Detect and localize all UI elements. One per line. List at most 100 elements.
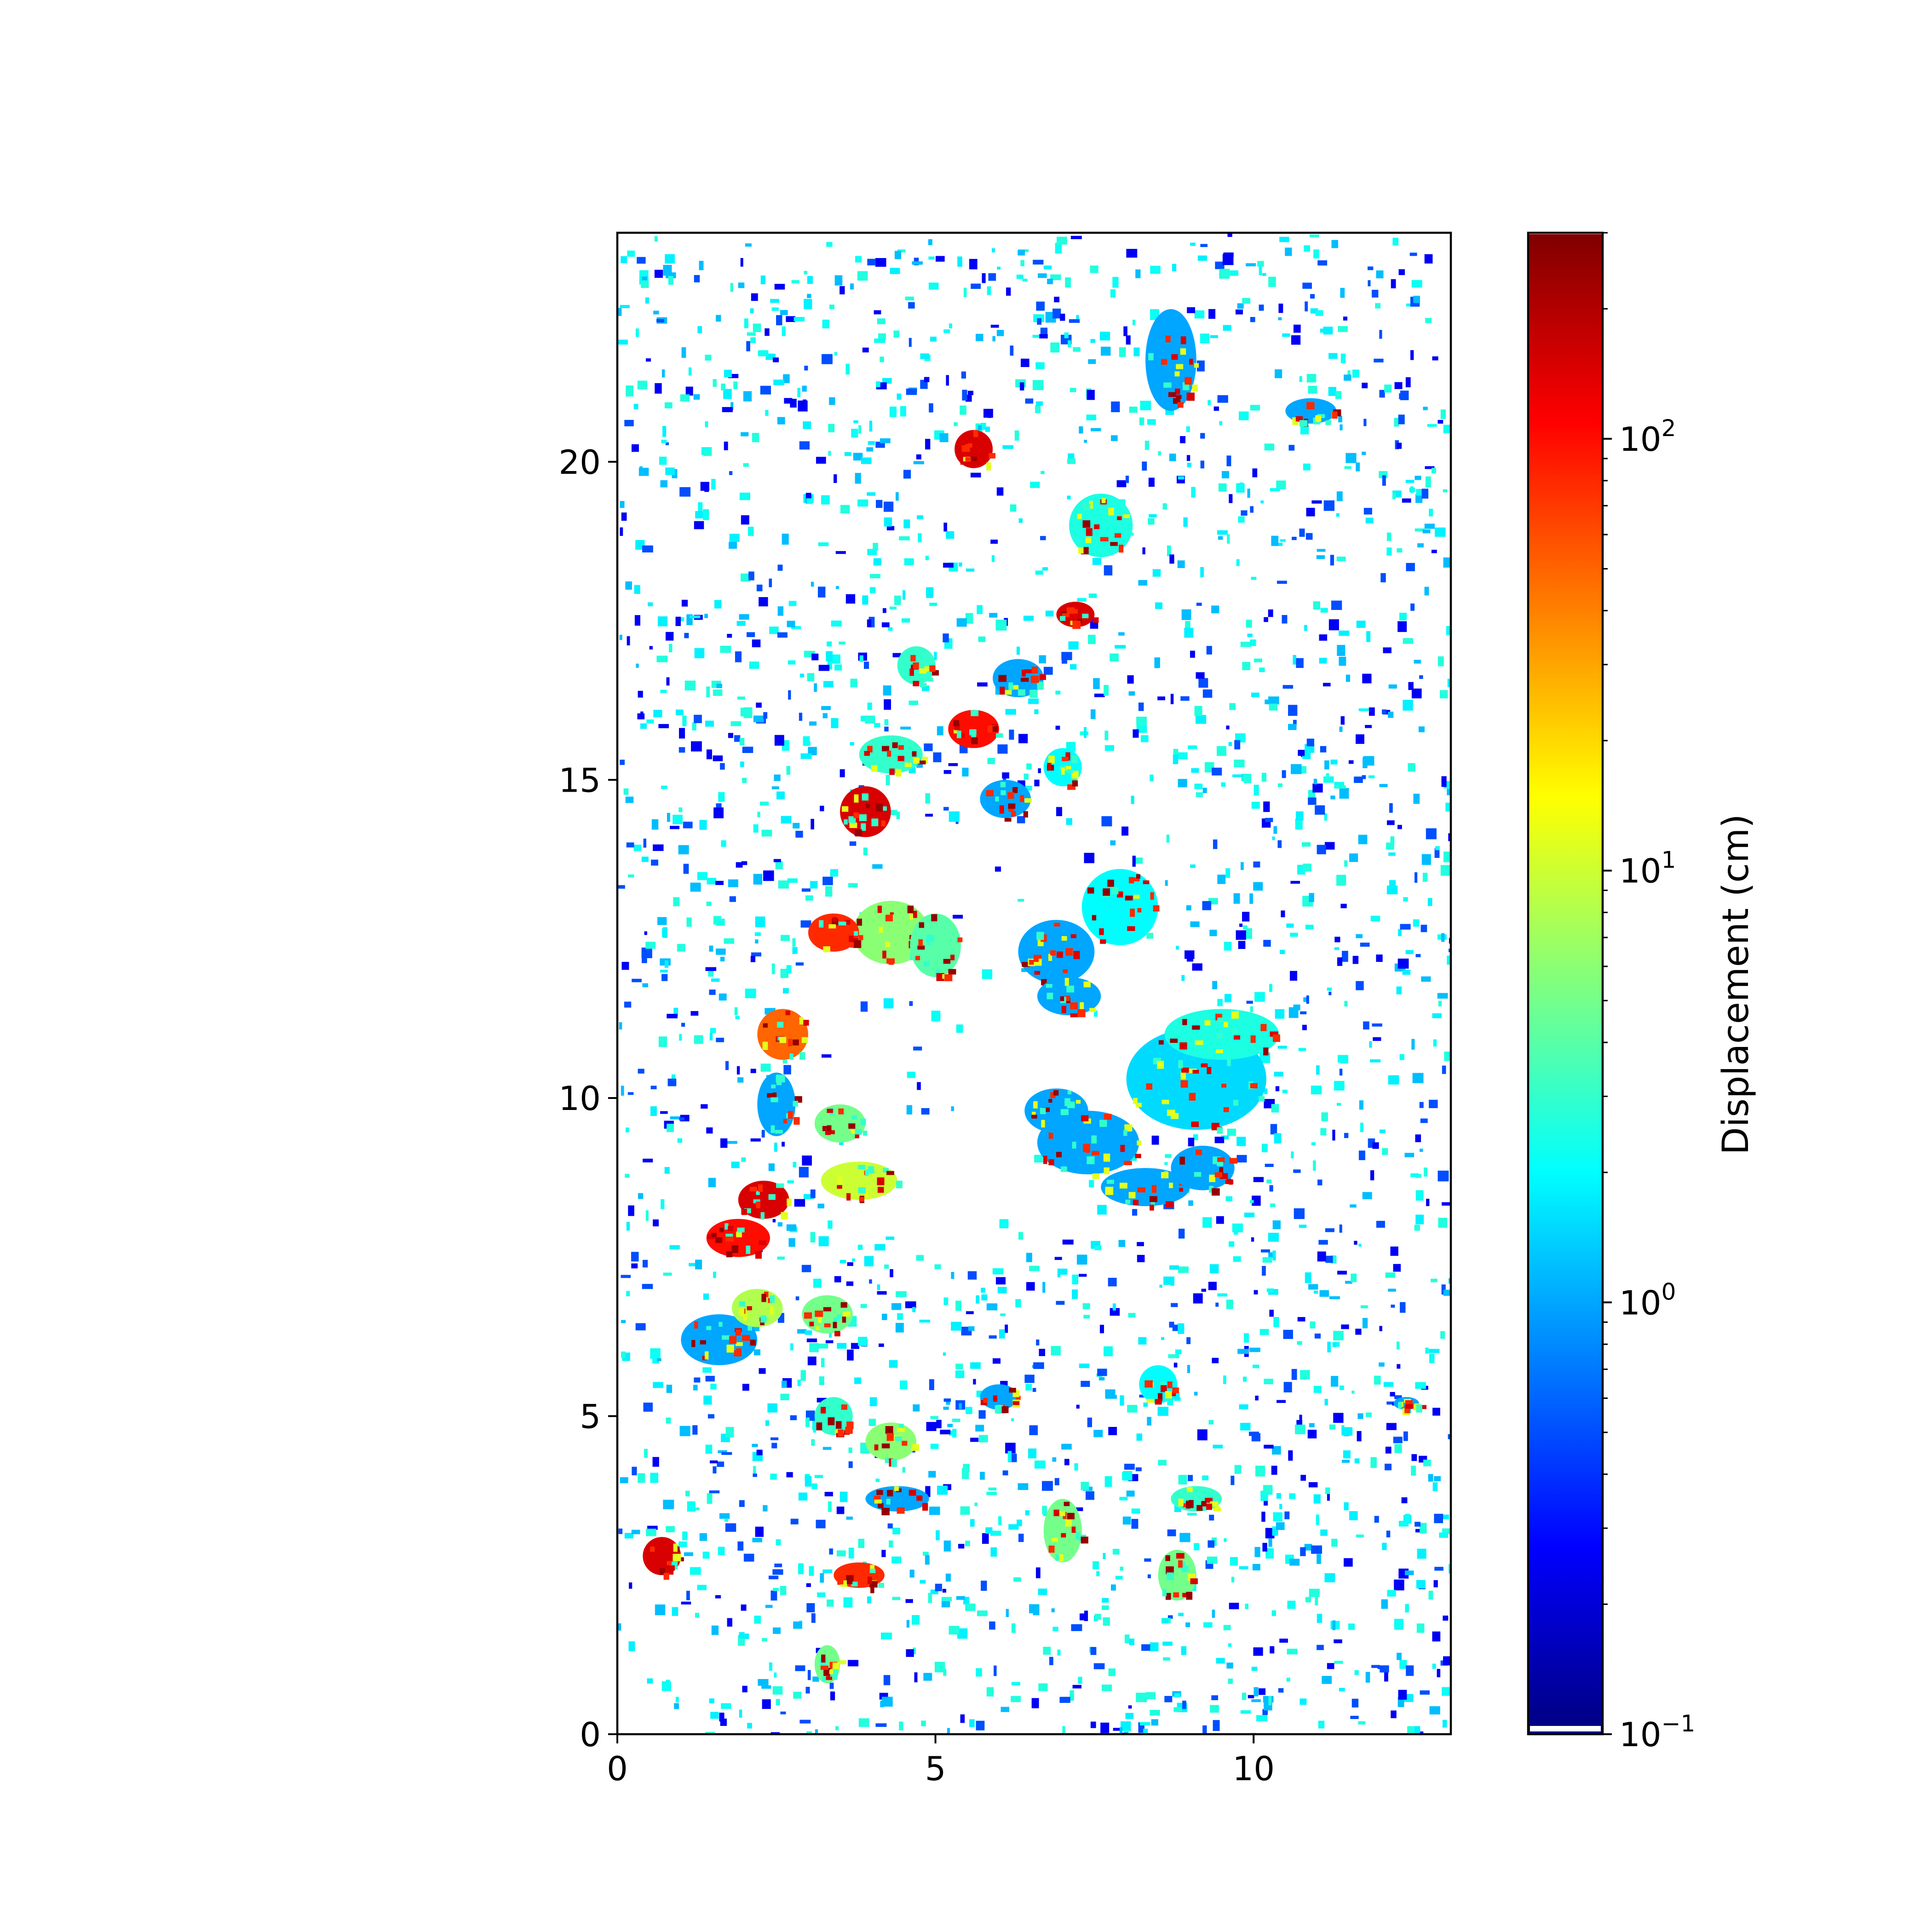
speckle-pixel (1388, 1288, 1396, 1292)
speckle-pixel (634, 615, 640, 626)
speckle-pixel (1282, 615, 1288, 624)
speckle-pixel (1336, 874, 1346, 886)
speckle-pixel (949, 1626, 960, 1635)
speckle-pixel (1005, 1324, 1008, 1333)
speckle-pixel (627, 1092, 634, 1095)
patch-speckle (897, 1507, 905, 1514)
speckle-pixel (836, 1506, 845, 1514)
speckle-pixel (1253, 1177, 1264, 1182)
speckle-pixel (1091, 428, 1101, 431)
speckle-pixel (1006, 1609, 1009, 1617)
speckle-pixel (1270, 1646, 1275, 1654)
patch-speckle (1016, 1396, 1021, 1400)
speckle-pixel (1225, 868, 1230, 878)
speckle-pixel (1402, 970, 1411, 975)
speckle-pixel (1391, 279, 1396, 288)
speckle-pixel (773, 1627, 781, 1634)
speckle-pixel (1308, 797, 1317, 805)
speckle-pixel (1172, 264, 1177, 271)
speckle-pixel (754, 932, 761, 936)
displacement-patch (993, 659, 1044, 697)
speckle-pixel (684, 632, 689, 638)
speckle-pixel (807, 1670, 811, 1680)
speckle-pixel (1262, 1543, 1267, 1552)
speckle-pixel (781, 1380, 787, 1388)
speckle-pixel (724, 938, 735, 944)
speckle-pixel (943, 807, 949, 811)
speckle-pixel (990, 1530, 1001, 1536)
speckle-pixel (880, 356, 884, 362)
speckle-pixel (1339, 656, 1346, 666)
speckle-pixel (1190, 242, 1196, 246)
speckle-pixel (826, 651, 833, 661)
patch-speckle (1061, 1006, 1066, 1013)
speckle-pixel (1344, 1558, 1353, 1567)
speckle-pixel (680, 394, 690, 402)
speckle-pixel (1228, 1679, 1233, 1684)
speckle-pixel (969, 1719, 975, 1727)
patch-speckle (1064, 995, 1070, 1001)
speckle-pixel (1006, 288, 1011, 296)
speckle-pixel (987, 286, 991, 295)
speckle-pixel (1252, 1564, 1260, 1570)
patch-speckle (779, 1037, 787, 1043)
speckle-pixel (715, 1595, 721, 1598)
speckle-pixel (769, 1662, 773, 1671)
speckle-pixel (1379, 1326, 1382, 1331)
patch-speckle (1263, 1047, 1269, 1056)
speckle-pixel (903, 470, 911, 479)
speckle-pixel (1368, 775, 1375, 778)
speckle-pixel (1039, 1349, 1045, 1357)
patch-speckle (1018, 689, 1026, 696)
speckle-pixel (1038, 1683, 1048, 1691)
patch-speckle (1157, 1393, 1163, 1401)
speckle-pixel (829, 1682, 834, 1689)
patch-speckle (1413, 1404, 1418, 1410)
speckle-pixel (1110, 289, 1116, 298)
speckle-pixel (937, 726, 943, 736)
speckle-pixel (1414, 872, 1418, 883)
speckle-pixel (638, 1473, 645, 1483)
speckle-pixel (1272, 836, 1275, 840)
speckle-pixel (869, 1397, 877, 1407)
speckle-pixel (1337, 957, 1343, 966)
speckle-pixel (1419, 1149, 1423, 1152)
speckle-pixel (1351, 1391, 1355, 1394)
speckle-pixel (1193, 1134, 1198, 1140)
speckle-pixel (800, 753, 812, 759)
speckle-pixel (720, 645, 731, 653)
speckle-pixel (771, 1443, 777, 1449)
speckle-pixel (1329, 1424, 1336, 1430)
speckle-pixel (780, 935, 790, 941)
speckle-pixel (1129, 406, 1138, 413)
speckle-pixel (1345, 1281, 1352, 1284)
speckle-pixel (1397, 1652, 1402, 1660)
speckle-pixel (1320, 746, 1327, 753)
patch-speckle (736, 1348, 742, 1354)
speckle-pixel (1327, 987, 1332, 991)
patch-speckle (1071, 770, 1079, 779)
patch-speckle (1209, 1174, 1216, 1182)
speckle-pixel (988, 1487, 997, 1491)
speckle-pixel (773, 380, 784, 385)
speckle-pixel (1324, 1573, 1335, 1582)
speckle-pixel (693, 1385, 698, 1391)
speckle-pixel (1310, 1321, 1316, 1328)
speckle-pixel (1411, 1466, 1416, 1476)
speckle-pixel (1251, 1699, 1261, 1702)
speckle-pixel (951, 1322, 962, 1331)
speckle-pixel (1379, 390, 1385, 398)
speckle-pixel (1332, 1620, 1336, 1630)
speckle-pixel (787, 1180, 794, 1184)
speckle-pixel (1165, 1154, 1172, 1158)
speckle-pixel (1089, 1180, 1094, 1188)
speckle-pixel (992, 248, 995, 253)
speckle-pixel (1281, 910, 1285, 918)
speckle-pixel (924, 377, 930, 382)
speckle-pixel (1441, 1284, 1446, 1295)
speckle-pixel (879, 1343, 884, 1347)
speckle-pixel (817, 1592, 826, 1598)
speckle-pixel (857, 499, 868, 507)
speckle-pixel (1036, 401, 1043, 406)
speckle-pixel (1017, 816, 1025, 823)
